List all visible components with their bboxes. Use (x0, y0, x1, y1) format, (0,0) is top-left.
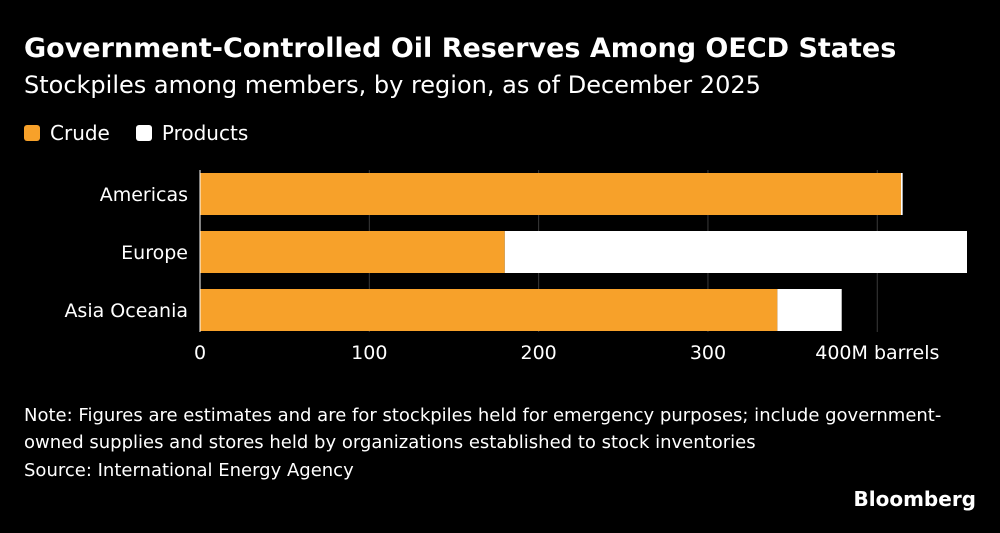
chart-note: Note: Figures are estimates and are for … (24, 405, 942, 453)
bar-americas-crude (200, 173, 901, 215)
bar-chart: Americas Europe Asia Oceania 0 100 200 300 400M… (64, 170, 967, 364)
x-tick-label-4: 400M barrels (815, 342, 939, 364)
legend-item-products: Products (135, 120, 249, 146)
legend-label-crude: Crude (50, 121, 110, 145)
x-tick-label-2: 200 (520, 342, 556, 364)
bar-europe-products (504, 231, 967, 273)
x-tick-label-1: 100 (351, 342, 387, 364)
legend: Crude Products (24, 120, 274, 146)
legend-swatch-crude (24, 125, 40, 141)
legend-swatch-products (135, 125, 152, 141)
brand-logo: Bloomberg (853, 487, 976, 511)
chart-source: Source: International Energy Agency (24, 460, 354, 481)
category-label-asia-oceania: Asia Oceania (64, 300, 188, 322)
chart-subtitle: Stockpiles among members, by region, as … (24, 71, 761, 99)
bar-asia-oceania-products (777, 289, 842, 331)
legend-label-products: Products (161, 121, 249, 145)
bar-asia-oceania-crude (200, 289, 778, 331)
chart-title: Government-Controlled Oil Reserves Among… (24, 33, 897, 64)
legend-item-crude: Crude (24, 120, 110, 146)
category-label-americas: Americas (100, 184, 188, 206)
bar-europe-crude (200, 231, 505, 273)
x-tick-label-0: 0 (194, 342, 206, 364)
bar-americas-products (900, 173, 903, 215)
x-tick-label-3: 300 (690, 342, 726, 364)
category-label-europe: Europe (121, 242, 188, 264)
